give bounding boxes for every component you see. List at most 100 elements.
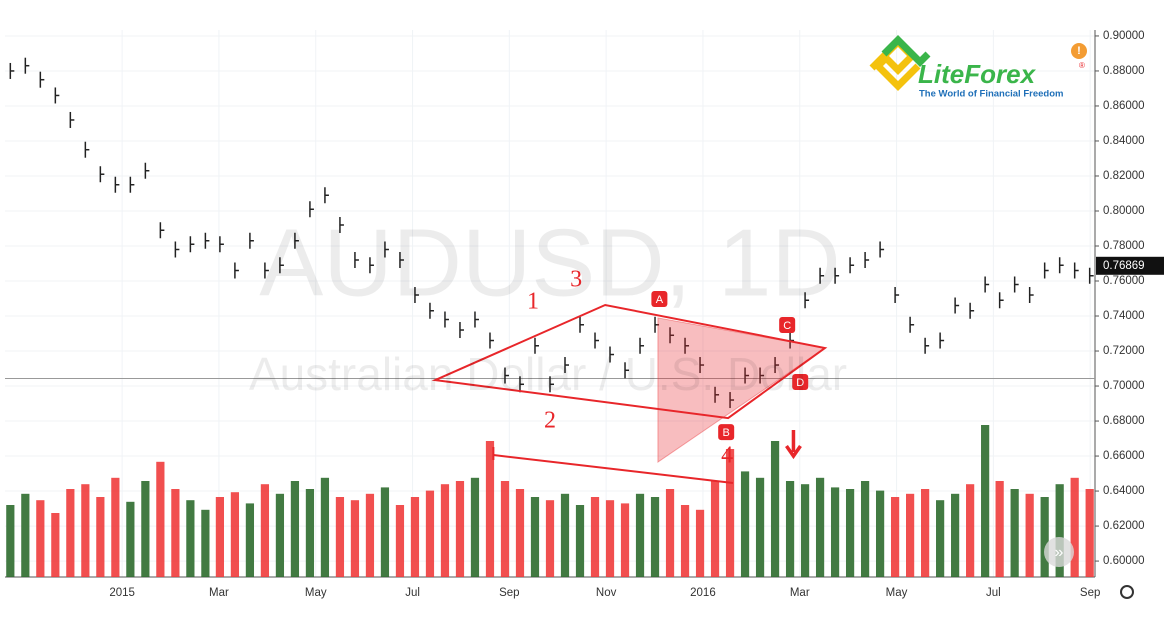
price-bar xyxy=(774,357,780,374)
volume-bar xyxy=(650,497,660,577)
volume-bar xyxy=(1010,489,1019,577)
price-bar xyxy=(114,176,120,193)
volume-bar xyxy=(126,501,135,577)
price-bar xyxy=(879,241,885,258)
settings-icon[interactable] xyxy=(1120,585,1134,599)
price-bar xyxy=(144,162,150,179)
brand-tagline: The World of Financial Freedom xyxy=(919,89,1063,100)
volume-bar xyxy=(96,497,105,577)
y-tick-label: 0.68000 xyxy=(1103,415,1145,427)
wave-label: 3 xyxy=(570,267,582,293)
point-label: D xyxy=(796,377,804,389)
price-bar xyxy=(309,201,314,218)
x-tick-label: Nov xyxy=(596,587,617,599)
point-badge xyxy=(651,291,668,308)
price-bar xyxy=(399,252,404,269)
price-bar xyxy=(339,216,344,233)
price-bar xyxy=(474,311,479,328)
y-tick-label: 0.90000 xyxy=(1103,30,1145,42)
y-tick-label: 0.88000 xyxy=(1103,65,1145,77)
x-tick-label: May xyxy=(886,587,908,599)
volume-bar xyxy=(1040,497,1049,577)
volume-bar xyxy=(66,489,75,577)
x-tick-label: Mar xyxy=(790,587,810,599)
y-tick-label: 0.78000 xyxy=(1103,240,1145,252)
y-tick-label: 0.80000 xyxy=(1103,205,1145,217)
price-bar xyxy=(549,376,554,393)
price-bar xyxy=(759,367,765,384)
volume-bar xyxy=(290,481,300,577)
price-bar xyxy=(234,262,239,279)
y-tick-label: 0.84000 xyxy=(1103,135,1145,147)
y-tick-label: 0.70000 xyxy=(1103,380,1145,392)
wave-label: 1 xyxy=(527,289,539,315)
price-bar xyxy=(429,302,434,319)
volume-bar xyxy=(230,492,240,577)
volume-bar xyxy=(981,425,990,577)
price-bar xyxy=(324,187,329,204)
price-bar xyxy=(69,111,75,128)
volume-bar xyxy=(201,509,210,577)
volume-bar xyxy=(890,497,900,577)
price-bar xyxy=(264,262,269,279)
price-bar xyxy=(864,252,870,269)
price-bar xyxy=(489,332,494,349)
wave-label: 4 xyxy=(721,443,733,469)
price-bar xyxy=(714,386,720,403)
point-badge xyxy=(792,374,809,391)
price-bar xyxy=(279,257,284,274)
price-bar xyxy=(744,367,750,384)
y-tick-label: 0.82000 xyxy=(1103,170,1145,182)
volume-bar xyxy=(680,505,690,577)
volume-bar xyxy=(81,484,90,577)
scroll-icon[interactable]: » xyxy=(1055,544,1064,561)
volume-bar xyxy=(36,500,45,577)
price-bar xyxy=(444,311,449,328)
scroll-button[interactable] xyxy=(1044,537,1074,567)
y-tick-label: 0.66000 xyxy=(1103,450,1145,462)
volume-bar xyxy=(410,497,420,577)
volume-bar xyxy=(770,441,780,577)
price-bar xyxy=(39,71,45,88)
volume-bar xyxy=(710,481,720,577)
x-tick-label: May xyxy=(305,587,327,599)
price-bar xyxy=(519,376,524,393)
price-bar xyxy=(924,337,930,354)
volume-bar xyxy=(1085,489,1094,577)
volume-bar xyxy=(545,500,555,577)
volume-bar xyxy=(500,481,510,577)
price-bar xyxy=(1043,262,1049,279)
volume-bar xyxy=(845,489,855,577)
y-tick-label: 0.72000 xyxy=(1103,345,1145,357)
volume-bar xyxy=(921,489,930,577)
volume-bar xyxy=(860,481,870,577)
volume-bar xyxy=(830,487,840,577)
price-bar xyxy=(84,141,90,158)
price-bar xyxy=(804,292,810,309)
volume-bar xyxy=(1025,493,1034,577)
volume-bar xyxy=(785,481,795,577)
volume-bar xyxy=(485,441,495,577)
volume-bar xyxy=(815,477,825,577)
volume-bar xyxy=(951,493,960,577)
price-bar xyxy=(624,362,630,379)
price-bar xyxy=(1088,267,1094,284)
point-label: C xyxy=(783,320,791,332)
volume-bar xyxy=(590,497,600,577)
volume-bar xyxy=(470,477,480,577)
price-bar xyxy=(609,346,615,363)
price-bar xyxy=(939,332,945,349)
brand-registered: ® xyxy=(1079,61,1085,70)
y-tick-label: 0.62000 xyxy=(1103,520,1145,532)
price-bar xyxy=(834,267,840,284)
y-tick-label: 0.60000 xyxy=(1103,555,1145,567)
volume-bar xyxy=(320,477,330,577)
volume-bar xyxy=(695,509,705,577)
price-bar xyxy=(159,222,165,239)
y-tick-label: 0.86000 xyxy=(1103,100,1145,112)
volume-bar xyxy=(800,484,810,577)
price-bar xyxy=(504,367,509,384)
badge-text: ! xyxy=(1077,45,1081,57)
volume-bar xyxy=(560,493,570,577)
